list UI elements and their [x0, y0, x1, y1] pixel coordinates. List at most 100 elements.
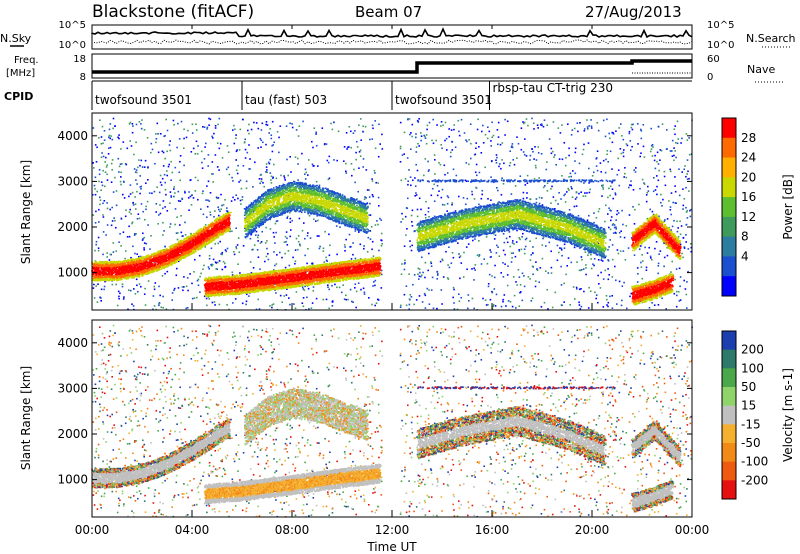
scatter-mark	[116, 272, 118, 274]
scatter-mark	[140, 261, 142, 263]
scatter-mark	[154, 268, 156, 270]
scatter-mark	[690, 243, 692, 245]
scatter-mark	[358, 151, 361, 153]
scatter-mark	[163, 249, 165, 252]
scatter-mark	[650, 144, 653, 147]
scatter-mark	[189, 273, 191, 275]
scatter-mark	[604, 135, 607, 138]
scatter-mark	[437, 273, 439, 275]
scatter-mark	[611, 168, 613, 170]
scatter-mark	[226, 145, 229, 147]
scatter-mark	[424, 135, 426, 138]
scatter-mark	[130, 145, 133, 147]
scatter-mark	[107, 153, 110, 155]
scatter-mark	[556, 259, 559, 262]
scatter-mark	[600, 171, 602, 173]
scatter-mark	[169, 140, 171, 142]
scatter-mark	[512, 159, 514, 161]
scatter-mark	[262, 182, 264, 184]
scatter-mark	[679, 233, 682, 236]
scatter-mark	[140, 203, 143, 205]
scatter-mark	[217, 261, 219, 264]
scatter-mark	[514, 255, 517, 258]
scatter-mark	[492, 305, 494, 308]
scatter-mark	[232, 196, 234, 199]
scatter-mark	[200, 150, 203, 153]
scatter-mark	[610, 219, 612, 222]
scatter-mark	[630, 180, 632, 182]
scatter-mark	[328, 233, 330, 236]
scatter-mark	[159, 250, 161, 252]
scatter-mark	[532, 273, 534, 276]
scatter-mark	[630, 126, 633, 129]
scatter-mark	[148, 272, 151, 274]
scatter-mark	[103, 139, 106, 141]
scatter-mark	[139, 164, 141, 167]
scatter-mark	[511, 257, 513, 259]
scatter-mark	[615, 228, 617, 230]
scatter-mark	[170, 246, 172, 248]
scatter-mark	[683, 168, 685, 171]
scatter-mark	[283, 175, 285, 177]
scatter-mark	[601, 184, 603, 187]
scatter-mark	[126, 272, 128, 275]
scatter-mark	[96, 272, 99, 274]
scatter-mark	[606, 304, 608, 306]
scatter-mark	[168, 260, 171, 263]
scatter-mark	[110, 270, 112, 273]
scatter-mark	[185, 285, 188, 288]
scatter-mark	[498, 165, 500, 168]
scatter-mark	[132, 270, 135, 273]
scatter-mark	[497, 121, 500, 124]
freq-unit-label: [MHz]	[6, 68, 35, 79]
scatter-mark	[275, 231, 277, 234]
scatter-mark	[674, 190, 677, 193]
scatter-mark	[635, 167, 637, 169]
scatter-mark	[307, 287, 310, 290]
scatter-mark	[578, 192, 580, 195]
scatter-mark	[686, 159, 689, 161]
scatter-mark	[356, 277, 359, 279]
scatter-mark	[139, 270, 141, 272]
scatter-mark	[345, 170, 347, 173]
scatter-mark	[102, 276, 105, 279]
scatter-mark	[218, 117, 221, 120]
scatter-mark	[654, 189, 657, 191]
scatter-mark	[267, 258, 270, 261]
scatter-mark	[617, 252, 620, 255]
scatter-mark	[568, 209, 571, 211]
scatter-mark	[360, 139, 362, 141]
scatter-mark	[163, 230, 165, 232]
scatter-mark	[102, 270, 104, 272]
scatter-mark	[571, 187, 573, 190]
scatter-mark	[95, 266, 98, 269]
scatter-mark	[673, 128, 676, 130]
scatter-mark	[173, 254, 176, 257]
scatter-mark	[630, 184, 632, 187]
scatter-mark	[640, 261, 642, 264]
scatter-mark	[142, 260, 144, 263]
scatter-mark	[570, 134, 573, 136]
scatter-mark	[97, 267, 100, 269]
scatter-mark	[630, 292, 633, 295]
scatter-mark	[403, 131, 406, 134]
scatter-mark	[467, 294, 470, 296]
scatter-mark	[657, 179, 660, 182]
scatter-mark	[236, 172, 239, 175]
scatter-mark	[347, 146, 349, 149]
scatter-mark	[234, 128, 236, 130]
scatter-mark	[609, 137, 611, 140]
scatter-mark	[471, 268, 473, 270]
scatter-mark	[272, 177, 274, 180]
scatter-mark	[229, 230, 231, 233]
scatter-mark	[149, 257, 152, 259]
scatter-mark	[485, 236, 488, 238]
scatter-mark	[243, 141, 246, 144]
scatter-mark	[412, 283, 414, 286]
scatter-mark	[582, 148, 585, 151]
scatter-mark	[274, 283, 276, 286]
scatter-mark	[555, 164, 557, 166]
scatter-mark	[432, 307, 435, 310]
scatter-mark	[630, 237, 633, 239]
scatter-mark	[138, 273, 141, 275]
